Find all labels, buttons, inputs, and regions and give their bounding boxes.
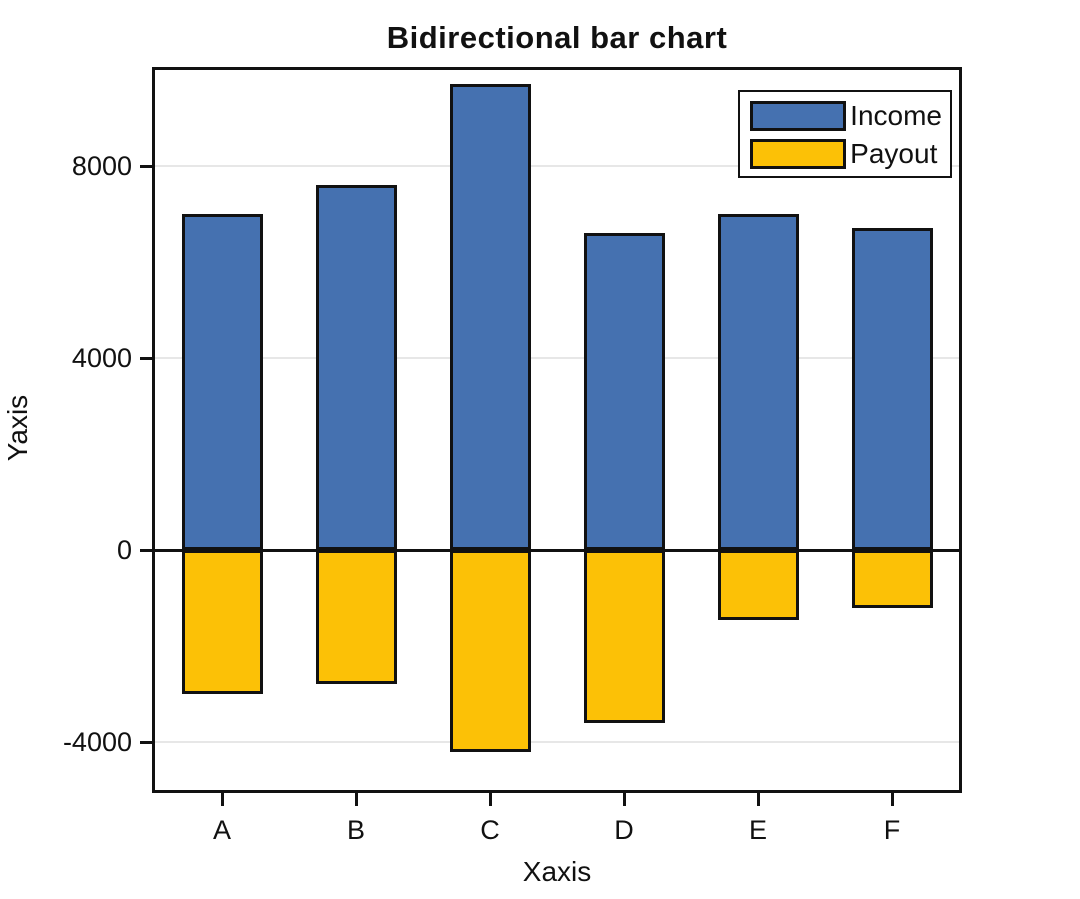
x-tick-b [354, 793, 358, 806]
x-tick-label-e: E [748, 815, 767, 845]
bar-income-a [181, 214, 263, 550]
bar-payout-c [449, 550, 531, 752]
y-tick--4000 [140, 740, 152, 744]
x-tick-d [622, 793, 626, 806]
x-tick-e [756, 793, 760, 806]
y-tick-4000 [140, 356, 152, 360]
legend-swatch-income [750, 101, 847, 131]
legend-item-income: Income [750, 101, 942, 131]
legend: Income Payout [738, 90, 952, 178]
x-tick-f [890, 793, 894, 806]
legend-label-income: Income [850, 100, 942, 131]
grid-line--4000 [155, 741, 959, 743]
grid-line-8000 [155, 165, 959, 167]
y-tick-label--4000: -4000 [62, 727, 132, 757]
bar-payout-d [583, 550, 665, 723]
bar-payout-e [717, 550, 799, 620]
x-tick-label-f: F [883, 815, 901, 845]
y-tick-0 [140, 548, 152, 552]
y-tick-label-0: 0 [116, 535, 132, 565]
x-axis-label: Xaxis [522, 856, 592, 887]
x-tick-label-b: B [346, 815, 365, 845]
bar-payout-f [851, 550, 933, 608]
bar-payout-b [315, 550, 397, 685]
x-tick-label-c: C [480, 815, 500, 845]
bar-income-f [851, 228, 933, 550]
bar-income-b [315, 185, 397, 550]
legend-swatch-payout [750, 139, 847, 169]
bar-income-e [717, 214, 799, 550]
x-tick-c [488, 793, 492, 806]
x-tick-a [220, 793, 224, 806]
bar-income-d [583, 233, 665, 550]
legend-item-payout: Payout [750, 139, 942, 169]
zero-line [155, 548, 959, 552]
y-tick-label-4000: 4000 [71, 343, 132, 373]
plot-area: Income Payout [152, 67, 962, 793]
grid-line-4000 [155, 357, 959, 359]
x-tick-label-d: D [614, 815, 634, 845]
y-tick-label-8000: 8000 [71, 151, 132, 181]
bar-income-c [449, 84, 531, 550]
y-tick-8000 [140, 164, 152, 168]
bar-payout-a [181, 550, 263, 694]
x-tick-label-a: A [212, 815, 231, 845]
legend-label-payout: Payout [850, 138, 938, 169]
chart-title: Bidirectional bar chart [386, 20, 728, 55]
